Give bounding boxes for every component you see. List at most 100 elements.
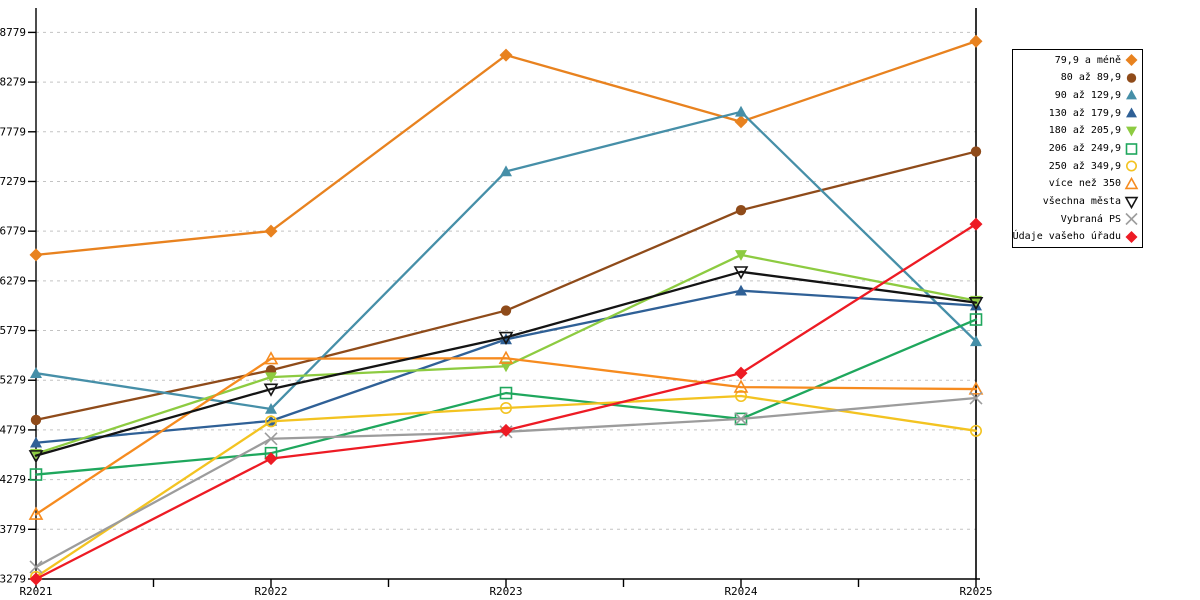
- y-tick-label: 7279: [0, 175, 26, 188]
- square-marker-icon: [1125, 142, 1138, 155]
- data-point-marker: [1126, 126, 1137, 137]
- data-point-marker: [968, 297, 984, 311]
- series-206-a-249-9: [29, 313, 983, 481]
- data-point-marker: [29, 560, 43, 574]
- y-tick-label: 8779: [0, 26, 26, 39]
- data-point-marker: [970, 335, 982, 347]
- data-point-marker: [1126, 160, 1137, 172]
- data-point-marker: [1126, 89, 1137, 100]
- data-point-marker: [264, 432, 278, 446]
- legend-item-label: více než 350: [1048, 178, 1121, 190]
- series-vybran-ps: [29, 391, 983, 574]
- data-point-marker: [30, 414, 42, 426]
- data-point-marker: [30, 436, 42, 448]
- circle-marker-icon: [1126, 160, 1137, 172]
- series-line: [34, 222, 978, 581]
- data-point-marker: [500, 333, 512, 345]
- legend-item-label: 80 až 89,9: [1060, 72, 1121, 84]
- series-250-a-349-9: [29, 390, 982, 583]
- x-tick-label: R2025: [959, 585, 992, 598]
- data-point-marker: [264, 452, 278, 466]
- y-tick-label: 6279: [0, 274, 26, 287]
- data-point-marker: [969, 313, 983, 326]
- legend-item: 206 až 249,9: [1013, 140, 1139, 158]
- legend-item: 130 až 179,9: [1013, 104, 1139, 122]
- data-point-marker: [498, 331, 514, 346]
- data-point-marker: [733, 266, 749, 280]
- triangle-up-marker-icon: [1126, 89, 1137, 100]
- data-point-marker: [734, 412, 748, 426]
- series-v-echna-m-sta: [28, 266, 984, 464]
- data-point-marker: [1125, 54, 1138, 67]
- data-point-marker: [29, 248, 43, 262]
- data-point-marker: [735, 105, 747, 117]
- data-point-marker: [969, 34, 983, 48]
- triangle-down-marker-icon: [1126, 126, 1137, 137]
- legend-item-label: 79,9 a méně: [1054, 54, 1121, 66]
- legend-item: 250 až 349,9: [1013, 157, 1139, 175]
- legend-item: všechna města: [1013, 193, 1139, 211]
- chart-legend: 79,9 a méně 80 až 89,9 90 až 129,9 130 a…: [1012, 49, 1143, 248]
- y-tick-label: 6779: [0, 225, 26, 238]
- data-point-marker: [29, 572, 43, 586]
- triangle-up-marker-icon: [1124, 176, 1139, 190]
- y-tick-label: 4779: [0, 423, 26, 436]
- data-point-marker: [28, 450, 44, 464]
- data-point-marker: [30, 367, 42, 378]
- series-90-a-129-9: [30, 105, 982, 414]
- data-point-marker: [265, 372, 277, 384]
- data-point-marker: [969, 424, 982, 437]
- legend-item: 90 až 129,9: [1013, 87, 1139, 105]
- legend-item-label: Údaje vašeho úřadu: [1012, 231, 1121, 243]
- series-79-9-a-m-n: [29, 34, 983, 262]
- legend-item-label: 206 až 249,9: [1048, 143, 1121, 154]
- data-point-marker: [499, 386, 513, 400]
- data-point-marker: [1125, 142, 1138, 155]
- series-line: [34, 40, 978, 257]
- data-point-marker: [970, 146, 982, 157]
- data-point-marker: [735, 250, 747, 261]
- legend-item-label: 90 až 129,9: [1054, 89, 1121, 101]
- diamond-marker-icon: [1125, 230, 1138, 243]
- data-point-marker: [500, 361, 512, 373]
- y-tick-label: 7779: [0, 125, 26, 138]
- data-point-marker: [1126, 107, 1137, 118]
- data-point-marker: [968, 381, 984, 395]
- data-point-marker: [1124, 176, 1139, 190]
- legend-item: 80 až 89,9: [1013, 69, 1139, 87]
- legend-item: 180 až 205,9: [1013, 122, 1139, 140]
- triangle-up-marker-icon: [1126, 107, 1137, 118]
- legend-item: Údaje vašeho úřadu: [1013, 228, 1139, 246]
- data-point-marker: [1125, 230, 1138, 243]
- data-point-marker: [969, 391, 983, 405]
- data-point-marker: [734, 115, 748, 129]
- data-point-marker: [265, 402, 277, 414]
- legend-item-label: všechna města: [1042, 196, 1121, 208]
- legend-item: Vybraná PS: [1013, 210, 1139, 228]
- data-point-marker: [735, 284, 747, 296]
- diamond-marker-icon: [1125, 54, 1138, 67]
- data-point-marker: [735, 204, 747, 216]
- data-point-marker: [499, 423, 513, 437]
- data-point-marker: [1126, 73, 1137, 83]
- data-point-marker: [263, 351, 279, 365]
- data-point-marker: [500, 165, 512, 177]
- x-tick-label: R2023: [489, 585, 522, 598]
- series-line: [34, 270, 978, 457]
- x-marker-icon: [1125, 213, 1138, 226]
- data-point-marker: [263, 383, 279, 397]
- series-daje-va-eho-adu: [29, 217, 983, 586]
- data-point-marker: [500, 305, 512, 316]
- legend-item-label: 130 až 179,9: [1048, 107, 1121, 119]
- y-tick-label: 8279: [0, 76, 26, 89]
- triangle-down-marker-icon: [1124, 196, 1139, 209]
- data-point-marker: [264, 415, 277, 428]
- legend-item: 79,9 a méně: [1013, 51, 1139, 69]
- data-point-marker: [29, 468, 43, 481]
- y-tick-label: 5779: [0, 324, 26, 337]
- data-point-marker: [499, 48, 513, 62]
- data-point-marker: [734, 390, 747, 403]
- data-point-marker: [264, 224, 278, 238]
